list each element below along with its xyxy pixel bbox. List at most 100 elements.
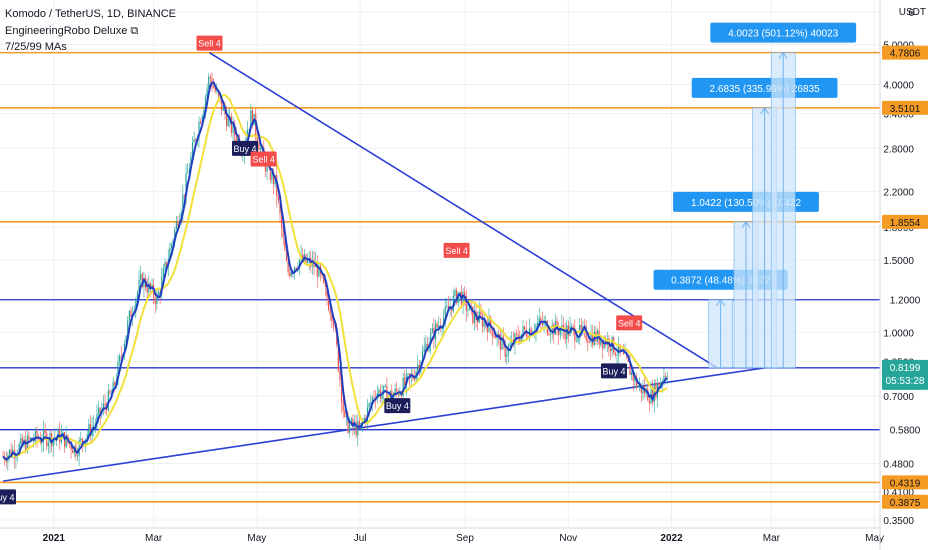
candle-body	[600, 340, 602, 345]
candle-body	[355, 422, 357, 436]
candle-body	[15, 455, 17, 459]
candle-body	[99, 407, 101, 415]
level-badge-label: 0.5800	[890, 426, 921, 437]
candle-body	[664, 376, 667, 378]
candle-body	[535, 325, 537, 332]
candle-body	[28, 435, 30, 440]
candle-body	[10, 449, 12, 457]
candle-body	[553, 324, 555, 335]
candle-body	[235, 135, 237, 144]
candle-body	[208, 76, 210, 89]
candle-body	[459, 291, 461, 293]
candle-body	[169, 247, 171, 260]
buy-signal-label: Buy 4	[0, 492, 15, 502]
projection-callout	[710, 22, 857, 43]
buy-signal	[0, 489, 16, 505]
candle-body	[230, 116, 233, 133]
candle-body	[580, 324, 582, 330]
candle-body	[504, 341, 506, 357]
sell-signal-label: Sell 4	[445, 246, 468, 256]
countdown-label: 05:53:28	[886, 376, 925, 387]
candle-body	[287, 260, 289, 272]
ma-legend[interactable]: 7/25/99 MAs	[5, 41, 67, 53]
candle-body	[491, 327, 493, 337]
candle-body	[222, 106, 224, 111]
candle-body	[245, 138, 247, 144]
candle-body	[431, 327, 433, 333]
candle-body	[575, 341, 578, 342]
candle-body	[587, 340, 589, 343]
candle-body	[480, 311, 482, 316]
candle-body	[156, 295, 158, 305]
indicator-legend[interactable]: EngineeringRobo Deluxe ⧉	[5, 25, 139, 37]
candle-body	[404, 377, 406, 385]
candle-body	[190, 155, 192, 170]
candle-body	[114, 382, 116, 386]
candle-body	[250, 110, 252, 129]
candle-body	[141, 274, 143, 287]
symbol-title: Komodo / TetherUS, 1D, BINANCE	[5, 8, 176, 20]
candle-body	[494, 336, 497, 339]
sell-signal	[250, 151, 277, 167]
candle-body	[128, 310, 130, 321]
candle-body	[256, 134, 258, 143]
candle-body	[193, 139, 195, 143]
candle-body	[666, 376, 668, 378]
projection-arrowhead	[741, 220, 751, 229]
candle-body	[232, 123, 234, 133]
ma-slow-line	[2, 94, 668, 461]
candle-body	[486, 324, 488, 332]
candle-body	[112, 382, 114, 394]
candle-body	[465, 296, 467, 311]
candle-body	[57, 429, 59, 438]
candle-body	[370, 402, 372, 404]
candle-body	[616, 354, 618, 356]
candle-body	[62, 432, 64, 434]
candle-body	[470, 305, 472, 307]
candle-body	[136, 292, 139, 300]
candle-body	[613, 337, 615, 353]
candle-body	[481, 315, 484, 327]
level-badge	[882, 494, 928, 509]
candle-body	[640, 384, 642, 394]
candle-body	[438, 325, 440, 328]
candle-body	[405, 374, 407, 385]
candle-body	[425, 343, 427, 348]
x-tick-label: May	[247, 533, 266, 544]
candle-body	[86, 434, 88, 440]
candle-body	[248, 128, 250, 130]
candle-body	[154, 298, 156, 305]
currency-unit: USDT	[898, 7, 926, 18]
level-badge-label: 3.5101	[890, 104, 921, 115]
candle-body	[407, 373, 409, 375]
candle-body	[462, 292, 464, 307]
projection-callout-label: 1.0422 (130.50%) 10422	[691, 198, 802, 209]
candle-body	[329, 309, 331, 314]
candle-body	[34, 431, 36, 441]
candle-body	[277, 196, 279, 201]
candle-body	[551, 324, 553, 335]
candle-body	[430, 332, 432, 344]
x-tick-label: 2022	[660, 533, 683, 544]
buy-signal	[600, 363, 627, 379]
candle-body	[38, 438, 40, 440]
candle-body	[344, 410, 346, 417]
y-tick-label: 0.4100	[883, 488, 914, 499]
candle-body	[467, 310, 469, 311]
x-tick-label: Mar	[763, 533, 781, 544]
level-badge-label: 4.7806	[890, 49, 921, 60]
candle-body	[203, 109, 205, 116]
candle-body	[446, 306, 448, 308]
candle-body	[454, 289, 456, 296]
candle-body	[328, 298, 330, 310]
ma-fast-line	[2, 81, 668, 461]
candle-body	[29, 438, 32, 440]
candle-body	[386, 385, 388, 404]
candle-body	[464, 292, 466, 297]
candle-body	[337, 344, 339, 371]
candle-body	[214, 87, 216, 92]
candle-body	[93, 425, 95, 427]
candle-body	[206, 88, 208, 98]
